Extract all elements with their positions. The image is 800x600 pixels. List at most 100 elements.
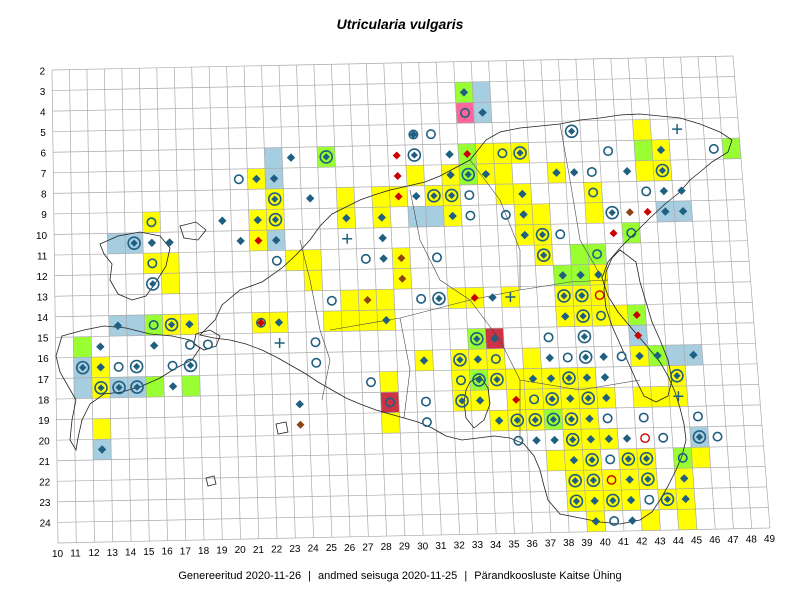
x-axis-label: 38: [563, 538, 575, 549]
record-circle-marker: [497, 148, 508, 159]
record-diamond-marker: [236, 236, 245, 246]
x-axis-label: 24: [308, 544, 320, 555]
island-ruhnu: [205, 475, 217, 487]
grid-cell-yellow: [143, 252, 162, 274]
grid-line-horizontal: [53, 158, 742, 174]
record-circle-marker: [528, 413, 543, 427]
y-axis-label: 4: [40, 107, 46, 118]
record-red-diamond-marker: [634, 331, 643, 340]
grid-cell-green: [144, 314, 163, 336]
record-circle-marker: [311, 357, 322, 368]
record-circle-marker: [588, 187, 599, 198]
grid-cell-green: [721, 138, 742, 159]
record-diamond-marker: [550, 435, 559, 445]
record-brown-diamond-marker: [397, 254, 406, 263]
record-circle-marker: [644, 494, 655, 505]
record-diamond-marker: [608, 209, 616, 217]
record-circle-marker: [586, 473, 601, 488]
record-red-diamond-marker: [393, 171, 402, 180]
grid-line-vertical: [348, 63, 369, 537]
record-diamond-marker: [115, 383, 123, 392]
footer-separator: |: [308, 570, 311, 582]
record-circle-marker: [113, 361, 124, 372]
grid-cell-green: [587, 243, 607, 265]
record-red-circle-marker: [640, 433, 651, 444]
grid-cell-yellow: [584, 202, 604, 224]
record-circle-marker: [407, 148, 422, 162]
record-diamond-marker: [569, 168, 579, 177]
grid-line-vertical: [261, 65, 278, 539]
grid-cell-yellow: [475, 143, 495, 165]
record-circle-marker: [536, 248, 551, 263]
record-circle-marker: [75, 360, 90, 375]
record-circle-marker: [461, 167, 476, 182]
record-diamond-marker: [578, 291, 586, 300]
grid-line-horizontal: [54, 281, 751, 297]
x-axis-label: 12: [89, 548, 101, 559]
record-diamond-marker: [600, 373, 610, 382]
record-circle-marker: [565, 432, 580, 447]
record-circle-marker: [127, 236, 141, 250]
grid-cell-yellow: [495, 183, 515, 205]
x-axis-label: 43: [654, 536, 666, 547]
grid-cell-yellow: [609, 304, 629, 326]
record-circle-marker: [513, 435, 524, 446]
x-axis-label: 23: [289, 544, 301, 555]
record-diamond-marker: [446, 170, 455, 180]
grid-line-horizontal: [52, 96, 737, 112]
grid-cell-yellow: [285, 249, 304, 271]
record-diamond-marker: [133, 362, 141, 371]
grid-cell-yellow: [601, 469, 622, 491]
record-diamond-marker: [185, 320, 194, 329]
footer-separator: |: [464, 570, 468, 582]
occupied-cells-layer: [73, 81, 742, 532]
record-circle-marker: [384, 397, 395, 408]
record-diamond-marker: [149, 280, 157, 288]
y-axis-label: 5: [40, 128, 46, 139]
grid-line-vertical: [191, 67, 205, 540]
map-title: Utricularia vulgaris: [336, 16, 464, 32]
record-circle-marker: [576, 309, 590, 323]
grid-cell-blue: [472, 81, 491, 103]
grid-line-vertical: [715, 56, 753, 529]
record-diamond-marker: [445, 150, 454, 159]
record-diamond-marker: [635, 351, 644, 361]
x-axis-label: 17: [180, 546, 192, 557]
x-axis-label: 13: [107, 548, 119, 559]
y-axis-label: 15: [37, 334, 49, 345]
record-circle-marker: [658, 432, 669, 443]
record-diamond-marker: [681, 494, 690, 504]
y-axis-label: 13: [37, 293, 49, 304]
record-diamond-marker: [97, 384, 105, 392]
x-axis-label: 42: [636, 537, 648, 548]
grid-cell-blue: [264, 147, 283, 169]
record-red-circle-marker: [606, 475, 617, 485]
record-diamond-marker: [678, 206, 688, 216]
y-axis-label: 23: [39, 498, 51, 509]
x-axis-label: 31: [435, 541, 447, 552]
record-circle-marker: [416, 293, 427, 304]
record-circle-marker: [555, 229, 566, 240]
record-diamond-marker: [435, 294, 443, 303]
x-axis-label: 35: [508, 539, 520, 550]
record-circle-marker: [129, 359, 144, 374]
record-diamond-marker: [576, 270, 585, 280]
record-diamond-marker: [590, 496, 599, 506]
record-diamond-marker: [552, 168, 561, 177]
grid-cell-yellow: [677, 509, 697, 530]
record-circle-marker: [470, 332, 484, 346]
grid-cell-yellow: [591, 305, 611, 327]
grid-line-vertical: [435, 62, 460, 535]
record-circle-marker: [609, 516, 620, 527]
record-diamond-marker: [488, 293, 497, 302]
grid-cell-blue: [126, 314, 145, 336]
record-circle-marker: [592, 249, 603, 260]
grid-line-vertical: [69, 69, 77, 543]
record-plus-marker: [505, 292, 516, 303]
footer-organization: Pärandkoosluste Kaitse Ühing: [474, 570, 622, 582]
grid-cell-pink: [455, 102, 475, 124]
record-red-diamond-marker: [463, 149, 472, 158]
record-diamond-marker: [569, 436, 577, 444]
record-diamond-marker: [560, 292, 568, 300]
record-circle-marker: [268, 212, 283, 227]
